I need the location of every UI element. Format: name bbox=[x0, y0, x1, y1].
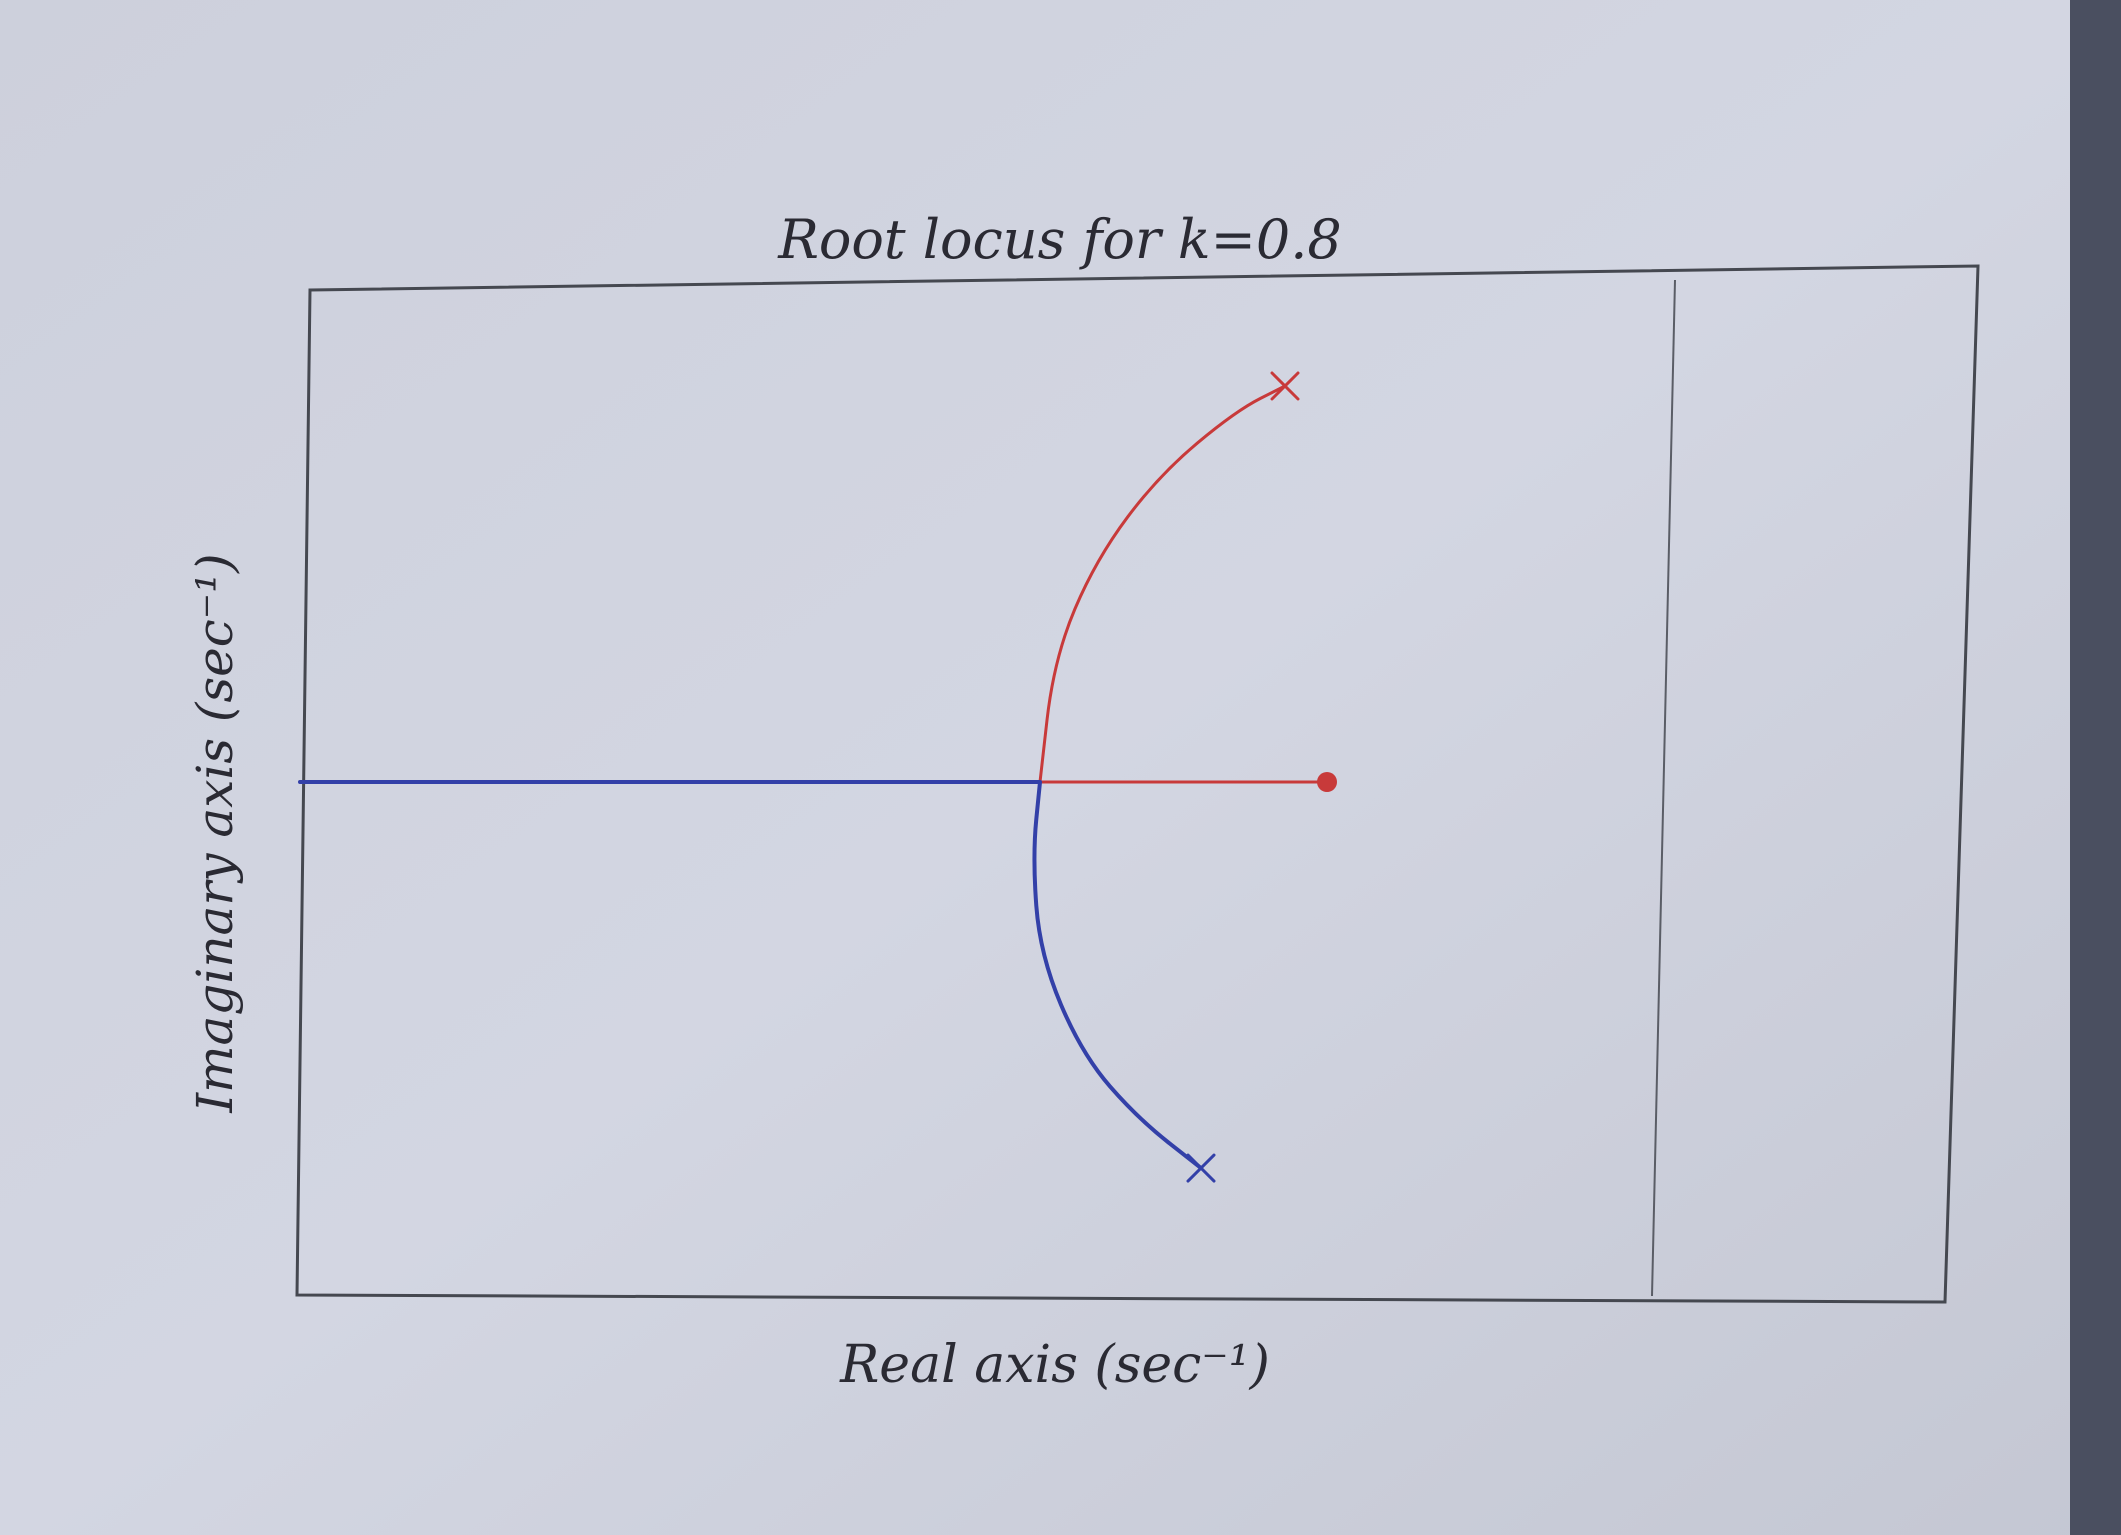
x-axis-label: Real axis (sec⁻¹) bbox=[839, 1335, 1270, 1395]
paper-edge-shadow bbox=[2070, 0, 2121, 1535]
frame-divider-line bbox=[1651, 279, 1676, 1297]
zero-marker bbox=[1317, 772, 1337, 792]
plot-frame bbox=[295, 264, 1980, 1304]
y-axis-label: Imaginary axis (sec⁻¹) bbox=[186, 553, 244, 1113]
pole-marker bbox=[1186, 1153, 1216, 1183]
locus-branch-2 bbox=[298, 780, 1203, 1171]
pole-marker bbox=[1270, 371, 1300, 401]
chart-title: Root locus for k=0.8 bbox=[777, 208, 1342, 271]
locus-branch-1 bbox=[1038, 384, 1329, 784]
locus-layer bbox=[298, 371, 1337, 1183]
